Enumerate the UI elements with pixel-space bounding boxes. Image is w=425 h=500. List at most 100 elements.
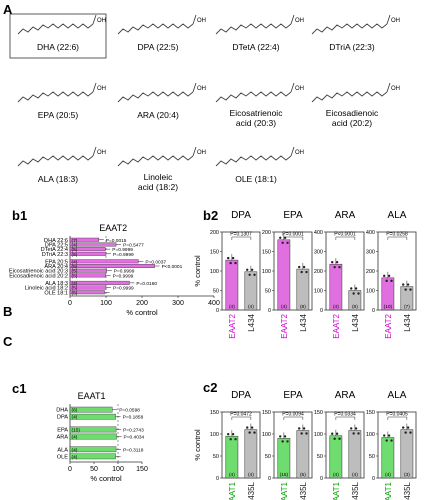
n-label: (4) [248, 472, 254, 478]
n-label: (4) [72, 454, 78, 460]
n-label: (4) [72, 415, 78, 421]
subplot-title: EPA [283, 210, 303, 221]
chart-title: EAAT1 [78, 391, 106, 401]
x-tick-label: 100 [112, 466, 124, 473]
data-point [409, 431, 412, 434]
y-tick-label: 0 [372, 476, 375, 482]
category-label: L434 [299, 313, 308, 331]
n-label: (4) [229, 472, 235, 478]
carbon-chain [215, 23, 292, 35]
subplot-dpa: DPA 0 50 100 150 200 (4) EAAT2 (4) L434 P=0.1307 [210, 210, 261, 339]
data-point [409, 288, 412, 291]
n-label: (8) [352, 304, 358, 310]
stat-label: P<0.0001 [334, 232, 356, 238]
stat-label: P=0.0001 [282, 232, 304, 238]
bar [277, 239, 291, 311]
y-tick-label: 0 [216, 476, 219, 482]
category-label: A435L [247, 481, 256, 500]
n-label: (4) [385, 472, 391, 478]
y-tick-label: 50 [317, 454, 323, 460]
data-point [350, 287, 353, 290]
category-label: DPA 22:5 [45, 242, 68, 248]
data-point [229, 261, 232, 265]
n-label: (5) [300, 472, 306, 478]
stat-label: P=0.9999 [113, 286, 134, 292]
n-label: (7) [72, 238, 78, 244]
carbonyl-bond [386, 14, 391, 25]
y-tick-label: 0 [216, 308, 219, 314]
category-label: Eicosatrienoic acid 20:3 [9, 269, 68, 275]
x-tick-label: 300 [172, 300, 184, 307]
oh-label: OH [391, 86, 400, 92]
oh-label: OH [97, 86, 106, 92]
carbon-chain [17, 155, 94, 167]
category-label: A435L [403, 481, 412, 500]
structure-11: OH OLE (18:1) [215, 146, 304, 184]
subplot-ara: ARA 0 50 100 150 (4) EAAT1 (4) A435L P=0.0334 [314, 390, 365, 500]
subplot-title: ALA [388, 390, 407, 401]
category-label: OLE [57, 454, 68, 460]
x-tick-label: 150 [136, 466, 148, 473]
data-point [406, 283, 410, 286]
oh-label: OH [295, 150, 304, 156]
carbon-chain [311, 91, 388, 103]
x-tick-label: 200 [136, 300, 148, 307]
stat-label: P=0.0472 [230, 412, 252, 418]
y-tick-label: 50 [265, 289, 271, 295]
y-axis-label: % control [193, 429, 202, 461]
y-tick-label: 0 [372, 308, 375, 314]
stat-label: P=0.0015 [106, 238, 127, 244]
highlight-box [9, 13, 107, 59]
stat-label: P=0.2743 [123, 427, 144, 433]
y-tick-label: 100 [366, 432, 375, 438]
category-label: Eicosadienoic acid 20:2 [9, 273, 68, 279]
carbon-chain [17, 23, 94, 35]
y-tick-label: 150 [210, 410, 219, 416]
category-label: DHA 22:6 [44, 238, 68, 244]
y-tick-label: 0 [268, 308, 271, 314]
data-point [383, 274, 386, 278]
panel-label-c: C [3, 334, 13, 349]
data-point [246, 426, 249, 429]
category-label: L434 [247, 313, 256, 331]
category-label: EAAT2 [332, 313, 341, 338]
data-point [402, 283, 405, 286]
y-tick-label: 100 [262, 432, 271, 438]
structure-name: Linoleic acid (18:2) [138, 172, 178, 192]
y-tick-label: 50 [213, 454, 219, 460]
data-point [286, 440, 289, 443]
structure-name: ARA (20:4) [137, 110, 179, 120]
structure-name: DTriA (22:3) [329, 42, 375, 52]
plot-frame [221, 411, 261, 479]
bar [296, 430, 310, 479]
data-point [302, 427, 306, 430]
n-label: (5) [72, 269, 78, 275]
data-point [248, 431, 251, 434]
carbon-chain [117, 155, 194, 167]
y-tick-label: 50 [369, 454, 375, 460]
data-point [279, 236, 282, 239]
data-point [248, 273, 251, 276]
data-point [406, 426, 410, 429]
n-label: (4) [248, 304, 254, 310]
x-axis-label: % control [126, 308, 158, 317]
data-point [302, 265, 306, 269]
data-point [331, 432, 334, 435]
bar [329, 435, 343, 479]
structure-2: OH DPA (22:5) [117, 14, 206, 52]
category-label: ARA 20:4 [44, 264, 68, 270]
subpanel-label: c2 [203, 380, 217, 395]
category-label: DPA [57, 415, 68, 421]
n-label: (4) [72, 259, 78, 265]
category-label: DTriA 22:3 [42, 252, 68, 258]
n-label: (4) [229, 304, 235, 310]
panel-label-a: A [3, 2, 13, 17]
y-tick-label: 0 [320, 476, 323, 482]
subplot-ala: ALA 0 100 200 300 400 (10) EAAT2 (7) L434 P=0.0258 [366, 210, 417, 339]
data-point [250, 426, 254, 429]
significance-bracket [231, 416, 252, 420]
data-point [283, 435, 287, 438]
structure-9: OH ALA (18:3) [17, 146, 106, 184]
y-tick-label: 150 [314, 410, 323, 416]
data-point [305, 432, 308, 435]
